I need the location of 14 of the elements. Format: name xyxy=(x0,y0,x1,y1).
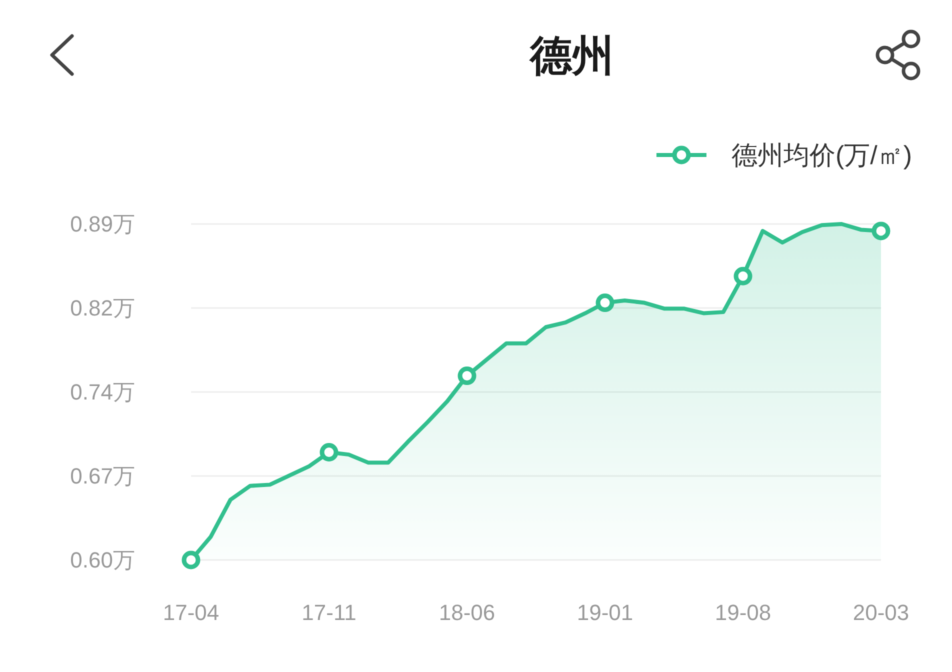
x-tick-label: 18-06 xyxy=(438,600,496,625)
legend-item: 德州均价(万/㎡) xyxy=(656,140,912,170)
y-tick-label: 0.89万 xyxy=(70,212,135,236)
y-tick-label: 0.60万 xyxy=(70,548,135,572)
x-tick-label: 17-11 xyxy=(302,600,356,625)
y-tick-label: 0.74万 xyxy=(70,380,135,404)
x-tick-label: 20-03 xyxy=(852,600,910,625)
x-tick-label: 19-01 xyxy=(576,600,634,625)
chart-title: 德州 xyxy=(529,32,614,79)
y-tick-label: 0.67万 xyxy=(70,464,135,488)
x-tick-label: 17-04 xyxy=(162,600,220,625)
x-tick-label: 19-08 xyxy=(714,600,772,625)
legend-label: 德州均价(万/㎡) xyxy=(731,140,912,170)
y-tick-label: 0.82万 xyxy=(70,296,135,320)
